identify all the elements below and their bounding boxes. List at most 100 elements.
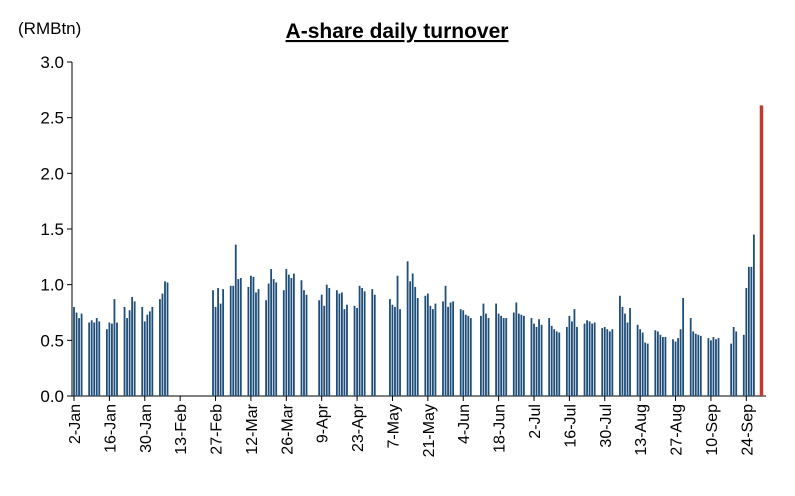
bar-21-Jun	[505, 318, 508, 396]
x-tick-label: 16-Jan	[102, 404, 119, 453]
bar-11-Apr	[325, 284, 328, 396]
bar-2-Jan	[73, 306, 75, 396]
bar-31-Jul	[606, 329, 609, 396]
x-tick-label: 26-Mar	[279, 403, 296, 454]
bar-4-Jul	[538, 319, 540, 396]
bar-5-Sep	[697, 334, 700, 396]
bar-3-Apr	[305, 294, 308, 396]
bar-9-Aug	[629, 308, 631, 396]
bar-21-Mar	[272, 279, 275, 396]
bar-7-Mar	[237, 279, 240, 396]
bar-27-Aug	[674, 341, 677, 396]
bar-20-Aug	[656, 331, 659, 396]
bar-28-Mar	[290, 277, 293, 396]
bar-25-Jun	[515, 302, 518, 396]
bar-19-Jul	[576, 326, 578, 396]
bar-6-May	[389, 299, 391, 396]
bar-23-Apr	[356, 308, 358, 396]
bar-22-Apr	[353, 305, 356, 396]
bar-25-Jul	[591, 323, 594, 396]
bar-17-May	[416, 298, 419, 396]
bar-18-Mar	[265, 300, 267, 396]
bar-highlight-30-Sep	[759, 105, 764, 397]
bar-14-Jun	[487, 318, 490, 396]
bar-20-Mar	[270, 269, 273, 396]
x-axis: 2-Jan 16-Jan 30-Jan 13-Feb 27-Feb 12-Mar 26-Ma…	[67, 395, 766, 457]
bar-7-Jun	[469, 318, 472, 396]
bar-1-Aug	[608, 331, 611, 396]
x-tick-label: 24-Sep	[739, 404, 756, 456]
bar-26-Feb	[212, 290, 214, 396]
bar-28-Aug	[677, 338, 679, 396]
bar-9-Sep	[707, 338, 710, 396]
bar-22-Jan	[123, 306, 126, 396]
bar-series	[73, 105, 764, 397]
bar-21-May	[426, 293, 429, 396]
bar-23-Aug	[664, 336, 667, 396]
y-unit-label: (RMBtn)	[18, 19, 81, 38]
bar-29-Jul	[601, 328, 604, 396]
x-tick-label: 16-Jul	[562, 404, 579, 448]
bar-31-May	[452, 301, 455, 396]
bar-17-Jun	[495, 303, 497, 396]
bar-11-Jul	[555, 331, 558, 396]
bar-14-Mar	[255, 292, 257, 396]
bar-28-Jun	[522, 315, 525, 396]
bar-19-Aug	[654, 330, 657, 396]
bar-2-Apr	[303, 290, 305, 396]
x-tick-label: 30-Jul	[598, 404, 615, 448]
x-tick-label: 27-Feb	[209, 404, 226, 455]
bar-24-May	[434, 303, 437, 396]
bar-15-Jul	[565, 326, 568, 396]
bar-26-Apr	[363, 291, 366, 396]
bar-10-Sep	[710, 340, 712, 396]
bar-7-Aug	[624, 313, 626, 396]
bar-23-Jan	[126, 318, 128, 396]
bar-24-Jan	[128, 310, 131, 396]
bar-6-Sep	[699, 335, 702, 396]
bar-30-Apr	[373, 294, 376, 396]
bar-26-Mar	[285, 269, 288, 396]
bar-19-Apr	[346, 304, 348, 396]
x-tick-label: 27-Aug	[669, 404, 686, 456]
bar-13-Aug	[639, 329, 642, 396]
y-tick-label: 1.5	[40, 220, 64, 239]
bar-11-Mar	[247, 286, 250, 396]
bar-8-Apr	[318, 300, 321, 396]
bar-12-Jul	[558, 332, 561, 396]
bar-19-Sep	[732, 326, 735, 396]
bar-18-Jan	[113, 299, 116, 396]
bar-5-Jun	[464, 314, 467, 396]
bar-1-Jul	[530, 318, 533, 396]
bar-11-Jun	[480, 315, 482, 396]
bar-2-Jul	[533, 323, 535, 396]
chart-title: A-share daily turnover	[286, 20, 509, 43]
x-tick-label: 18-Jun	[492, 404, 509, 453]
bar-23-Jul	[586, 320, 588, 396]
bar-22-Aug	[662, 336, 664, 396]
x-tick-label: 2-Jul	[527, 404, 544, 439]
bar-5-Jul	[540, 324, 543, 396]
bar-29-Jan	[141, 306, 144, 396]
bar-25-Apr	[361, 288, 364, 396]
bar-15-Aug	[644, 342, 647, 396]
bar-9-Jul	[550, 325, 553, 396]
x-tick-label: 30-Jan	[138, 404, 155, 453]
bar-6-Jun	[467, 315, 470, 396]
bar-5-Feb	[159, 299, 161, 396]
bar-20-May	[424, 295, 427, 396]
bar-8-May	[394, 306, 396, 396]
bar-8-Mar	[239, 277, 242, 396]
bar-27-Mar	[287, 274, 290, 396]
bar-3-Jul	[535, 326, 538, 396]
bar-3-Sep	[692, 331, 695, 396]
bar-24-Jul	[588, 321, 591, 396]
x-tick-label: 13-Aug	[633, 404, 650, 456]
bar-26-Sep	[750, 266, 753, 396]
bar-4-Jun	[462, 310, 465, 396]
bar-19-Jan	[116, 322, 118, 396]
bar-12-Mar	[250, 275, 252, 396]
bar-30-May	[449, 302, 452, 396]
bar-6-Feb	[161, 293, 164, 396]
